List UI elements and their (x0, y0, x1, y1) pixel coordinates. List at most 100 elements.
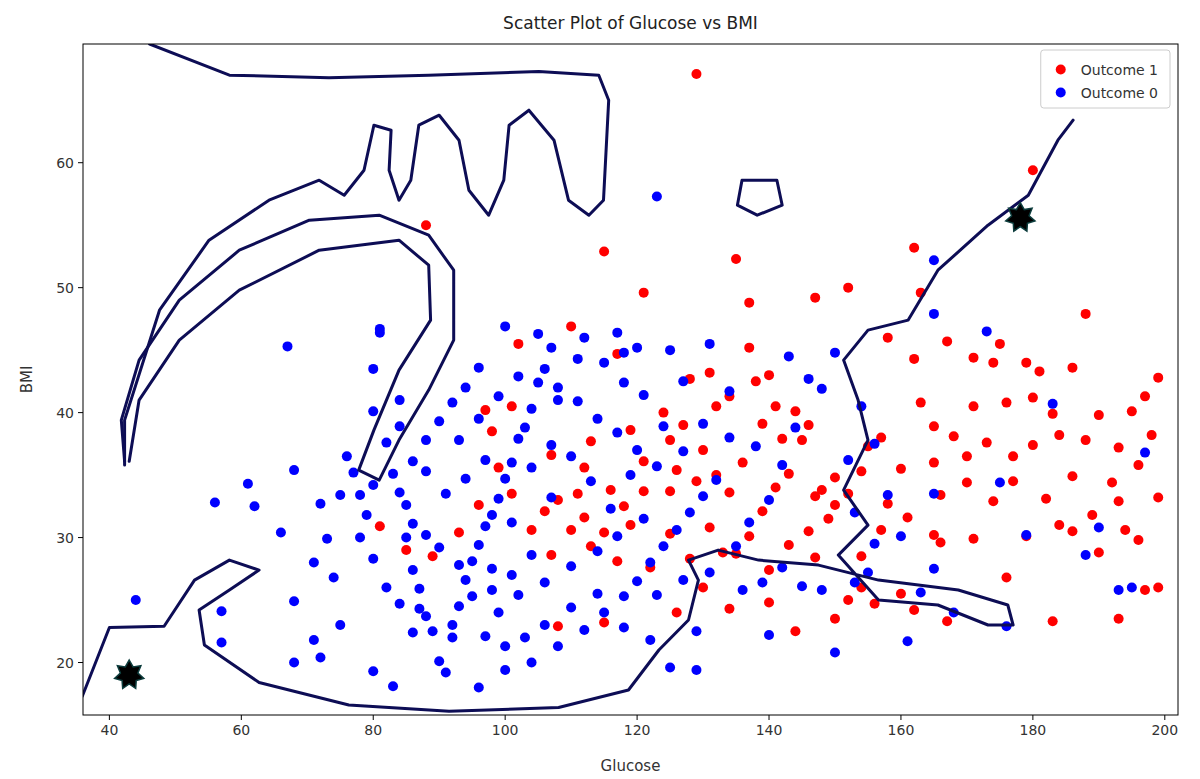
scatter-point (467, 591, 477, 601)
scatter-point (698, 491, 708, 501)
scatter-point (408, 565, 418, 575)
scatter-point (421, 220, 431, 230)
legend: Outcome 1Outcome 0 (1041, 50, 1170, 108)
scatter-point (672, 608, 682, 618)
scatter-point (309, 558, 319, 568)
y-tick (78, 287, 83, 288)
x-tick (505, 715, 506, 720)
scatter-point (500, 665, 510, 675)
scatter-point (520, 633, 530, 643)
scatter-point (652, 590, 662, 600)
scatter-point (1021, 358, 1031, 368)
scatter-point (1087, 510, 1097, 520)
axes-ticks: 4060801001201401601802002030405060 (56, 155, 1178, 738)
scatter-point (533, 329, 543, 339)
scatter-point (368, 554, 378, 564)
scatter-point (289, 658, 299, 668)
scatter-point (315, 653, 325, 663)
scatter-point (322, 534, 332, 544)
scatter-point (883, 499, 893, 509)
scatter-point (876, 525, 886, 535)
scatter-point (540, 506, 550, 516)
scatter-point (612, 328, 622, 338)
scatter-point (757, 506, 767, 516)
scatter-point (1153, 373, 1163, 383)
x-tick-label: 160 (888, 722, 915, 738)
scatter-point (1001, 573, 1011, 583)
scatter-point (804, 526, 814, 536)
x-axis-title: Glucose (601, 757, 661, 775)
scatter-point (355, 490, 365, 500)
scatter-point (632, 343, 642, 353)
scatter-point (691, 665, 701, 675)
scatter-point (474, 363, 484, 373)
scatter-point (764, 565, 774, 575)
scatter-point (1153, 583, 1163, 593)
scatter-point (764, 630, 774, 640)
scatter-point (573, 396, 583, 406)
scatter-point (626, 520, 636, 530)
y-tick-label: 20 (56, 655, 74, 671)
scatter-point (408, 519, 418, 529)
scatter-point (612, 428, 622, 438)
scatter-point (454, 528, 464, 538)
scatter-point (289, 596, 299, 606)
scatter-point (764, 495, 774, 505)
scatter-point (1094, 548, 1104, 558)
scatter-point (513, 590, 523, 600)
scatter-point (1041, 494, 1051, 504)
scatter-point (1114, 443, 1124, 453)
scatter-point (487, 426, 497, 436)
scatter-point (1081, 550, 1091, 560)
scatter-point (1028, 165, 1038, 175)
scatter-point (626, 470, 636, 480)
scatter-point (520, 423, 530, 433)
x-tick-label: 120 (624, 722, 651, 738)
x-tick (900, 715, 901, 720)
background (0, 0, 1200, 779)
scatter-point (494, 463, 504, 473)
scatter-point (870, 439, 880, 449)
scatter-point (368, 406, 378, 416)
scatter-point (500, 321, 510, 331)
scatter-point (1067, 363, 1077, 373)
scatter-point (586, 476, 596, 486)
scatter-point (487, 564, 497, 574)
scatter-point (606, 485, 616, 495)
scatter-point (744, 343, 754, 353)
scatter-point (375, 324, 385, 334)
chart-title: Scatter Plot of Glucose vs BMI (503, 13, 758, 33)
scatter-point (217, 638, 227, 648)
scatter-point (401, 500, 411, 510)
scatter-point (593, 589, 603, 599)
scatter-point (593, 414, 603, 424)
scatter-point (474, 414, 484, 424)
scatter-point (500, 474, 510, 484)
scatter-point (909, 354, 919, 364)
scatter-point (1048, 399, 1058, 409)
scatter-point (1140, 585, 1150, 595)
scatter-point (414, 584, 424, 594)
scatter-point (652, 191, 662, 201)
y-tick-label: 40 (56, 405, 74, 421)
scatter-point (540, 578, 550, 588)
scatter-point (632, 576, 642, 586)
scatter-point (751, 376, 761, 386)
scatter-point (678, 446, 688, 456)
scatter-point (480, 455, 490, 465)
scatter-point (619, 591, 629, 601)
scatter-point (705, 523, 715, 533)
scatter-point (896, 531, 906, 541)
scatter-point (1127, 406, 1137, 416)
x-tick-label: 80 (364, 722, 382, 738)
scatter-point (903, 636, 913, 646)
x-tick-label: 100 (492, 722, 519, 738)
scatter-point (830, 614, 840, 624)
scatter-point (731, 254, 741, 264)
scatter-point (395, 488, 405, 498)
scatter-point (507, 401, 517, 411)
legend-label: Outcome 1 (1081, 62, 1158, 78)
scatter-point (447, 398, 457, 408)
scatter-point (553, 395, 563, 405)
scatter-point (691, 69, 701, 79)
